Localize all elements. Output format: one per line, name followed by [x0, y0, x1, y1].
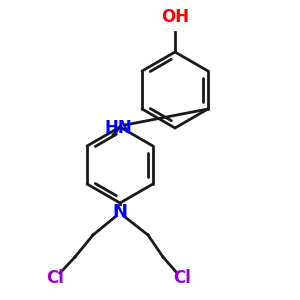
Text: HN: HN — [104, 119, 132, 137]
Text: N: N — [112, 203, 128, 221]
Text: Cl: Cl — [173, 269, 191, 287]
Text: Cl: Cl — [46, 269, 64, 287]
Text: OH: OH — [161, 8, 189, 26]
